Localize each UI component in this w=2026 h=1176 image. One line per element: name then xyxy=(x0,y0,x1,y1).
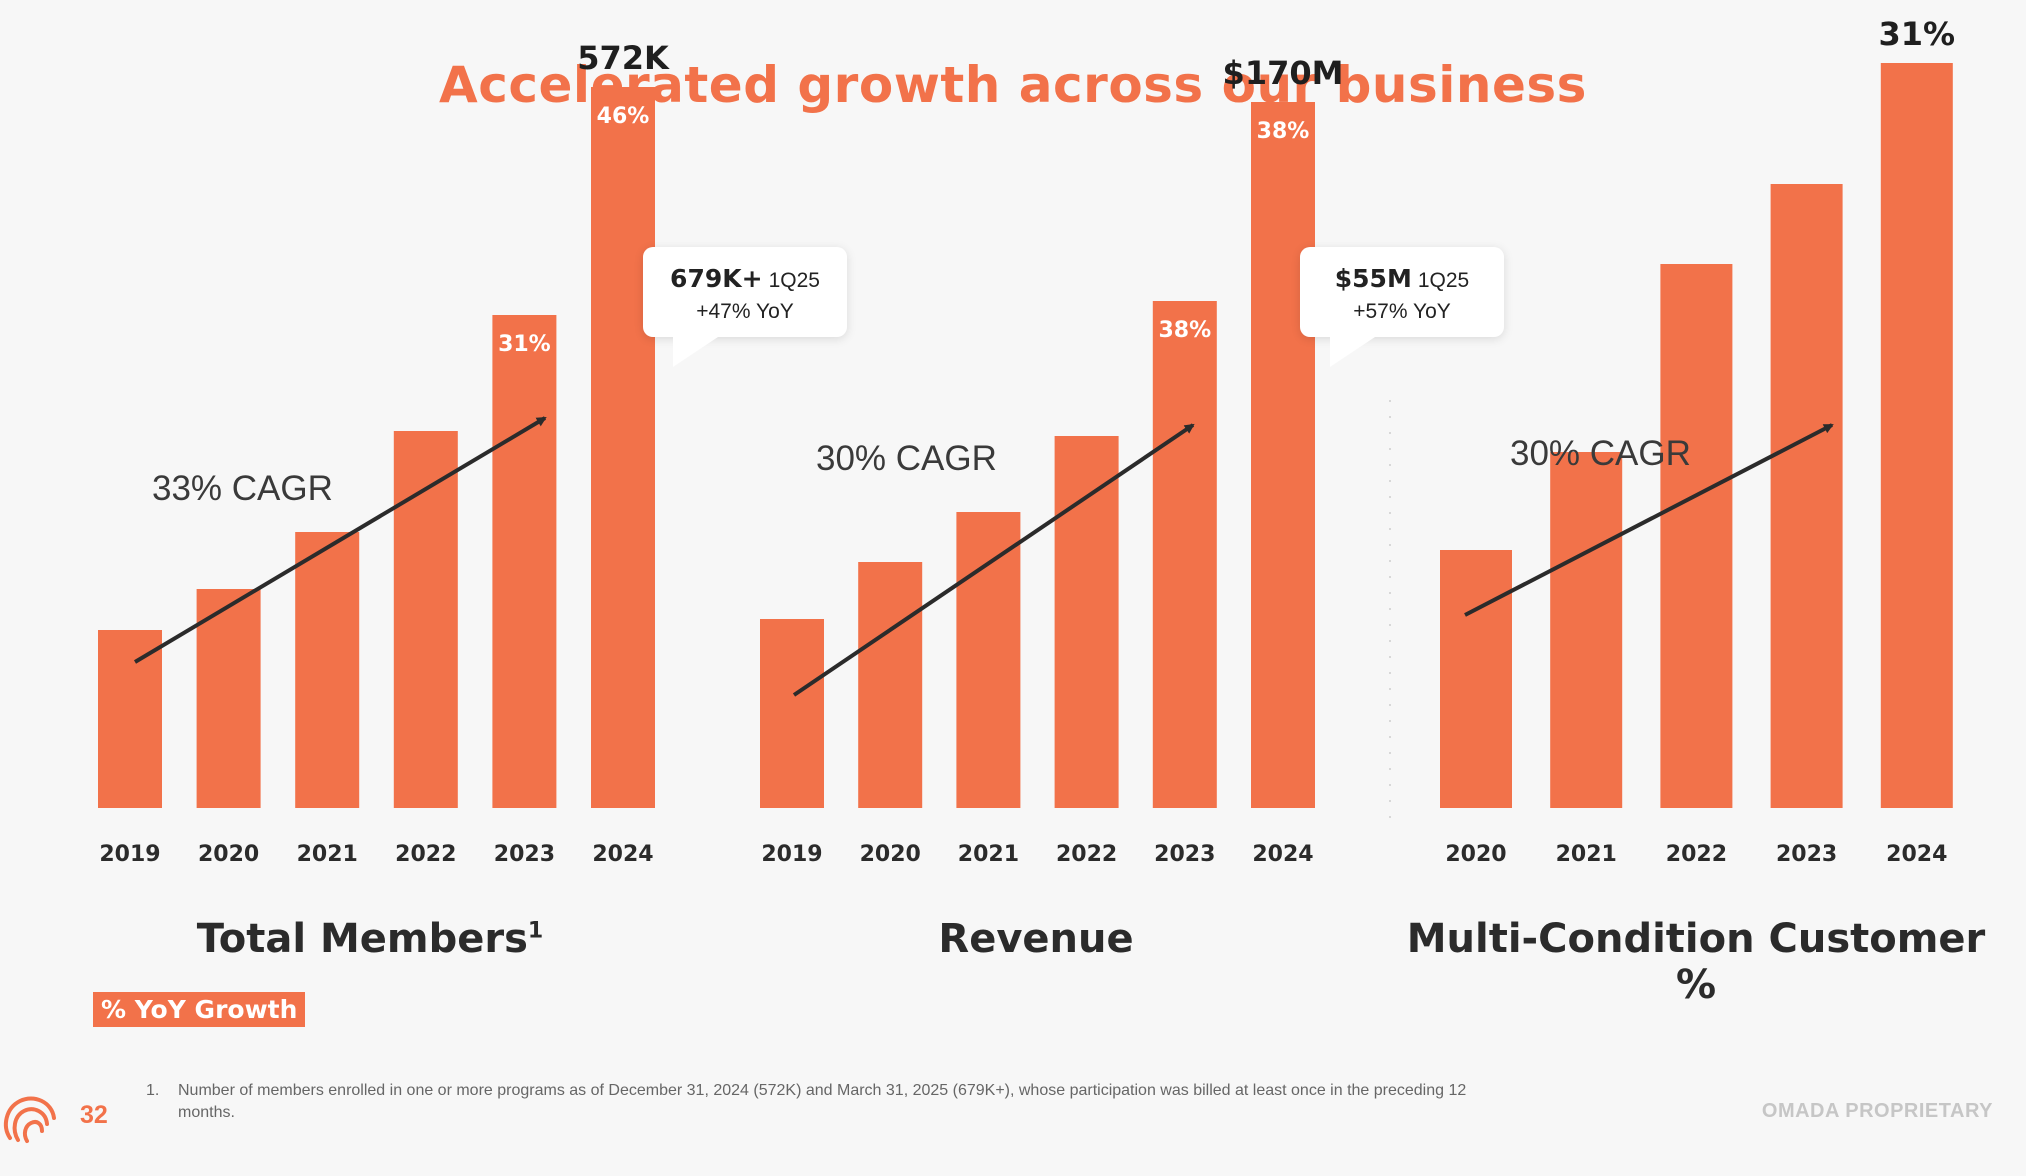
callout-period: 1Q25 xyxy=(1417,269,1470,292)
x-tick-label: 2021 xyxy=(297,842,358,867)
panel-title-revenue: Revenue xyxy=(938,916,1134,962)
panel-title-text: Total Members xyxy=(196,916,528,962)
callout-value: 679K+ xyxy=(670,264,763,293)
x-tick-label: 2019 xyxy=(761,842,822,867)
bar xyxy=(1054,436,1119,808)
cagr-trend-arrow xyxy=(1464,423,1834,617)
legend-yoy-growth: % YoY Growth xyxy=(93,992,306,1027)
callout-members: 679K+ 1Q25 +47% YoY xyxy=(643,247,847,367)
bar xyxy=(591,87,655,808)
panel-title-multicondition: Multi-Condition Customer % xyxy=(1406,916,1986,1008)
omada-logo-icon xyxy=(3,1096,56,1143)
callout-revenue: $55M 1Q25 +57% YoY xyxy=(1300,247,1504,367)
x-tick-label: 2020 xyxy=(198,842,259,867)
bar xyxy=(1440,550,1512,808)
x-tick-label: 2022 xyxy=(1056,842,1117,867)
x-tick-label: 2019 xyxy=(99,842,160,867)
x-tick-label: 2024 xyxy=(1886,842,1947,867)
x-tick-label: 2023 xyxy=(1154,842,1215,867)
bar xyxy=(196,589,261,808)
callout-growth: +57% YoY xyxy=(1353,300,1451,323)
footnote: 1. Number of members enrolled in one or … xyxy=(146,1080,1526,1124)
callout-period: 1Q25 xyxy=(768,269,820,292)
x-tick-label: 2023 xyxy=(1776,842,1837,867)
bar xyxy=(1550,452,1623,808)
x-tick-label: 2022 xyxy=(395,842,456,867)
cagr-trend-arrow xyxy=(792,423,1195,697)
bar xyxy=(1251,102,1315,808)
bar xyxy=(1152,301,1217,808)
x-tick-label: 2024 xyxy=(592,842,653,867)
cagr-label: 30% CAGR xyxy=(816,439,997,478)
bar xyxy=(1660,264,1733,808)
bar-growth-label: 38% xyxy=(1257,119,1310,144)
x-tick-label: 2020 xyxy=(1445,842,1506,867)
footnote-number: 1. xyxy=(146,1082,160,1099)
end-value-label: 572K xyxy=(577,39,670,77)
footnote-text: Number of members enrolled in one or mor… xyxy=(178,1082,1467,1121)
bar-growth-label: 46% xyxy=(597,104,650,129)
bar xyxy=(858,562,923,808)
bar-growth-label: 38% xyxy=(1158,318,1211,343)
x-tick-label: 2024 xyxy=(1252,842,1313,867)
footnote-marker: 1 xyxy=(527,918,544,944)
bar xyxy=(760,619,824,808)
x-tick-label: 2020 xyxy=(860,842,921,867)
page-number: 32 xyxy=(80,1101,108,1129)
x-tick-label: 2021 xyxy=(958,842,1019,867)
callout-growth: +47% YoY xyxy=(696,300,794,323)
bar xyxy=(98,630,162,808)
bar xyxy=(1770,184,1843,808)
bar xyxy=(295,532,360,808)
end-value-label: 31% xyxy=(1879,15,1956,53)
cagr-label: 30% CAGR xyxy=(1510,434,1691,473)
charts-layer: 2019 2020 2021 2022 2023 31% 2024 46% 572K 33% CA… xyxy=(98,15,1955,867)
cagr-trend-arrow xyxy=(133,416,547,664)
panel-title-members: Total Members1 xyxy=(90,916,650,962)
bar xyxy=(956,512,1021,808)
bar-growth-label: 31% xyxy=(498,332,551,357)
callout-value: $55M xyxy=(1334,264,1412,293)
bar xyxy=(393,431,458,808)
proprietary-label: OMADA PROPRIETARY xyxy=(1761,1100,1993,1122)
end-value-label: $170M xyxy=(1223,54,1344,92)
cagr-label: 33% CAGR xyxy=(152,469,333,508)
x-tick-label: 2022 xyxy=(1666,842,1727,867)
x-tick-label: 2021 xyxy=(1556,842,1617,867)
bar xyxy=(492,315,557,808)
x-tick-label: 2023 xyxy=(494,842,555,867)
bar xyxy=(1880,63,1953,808)
